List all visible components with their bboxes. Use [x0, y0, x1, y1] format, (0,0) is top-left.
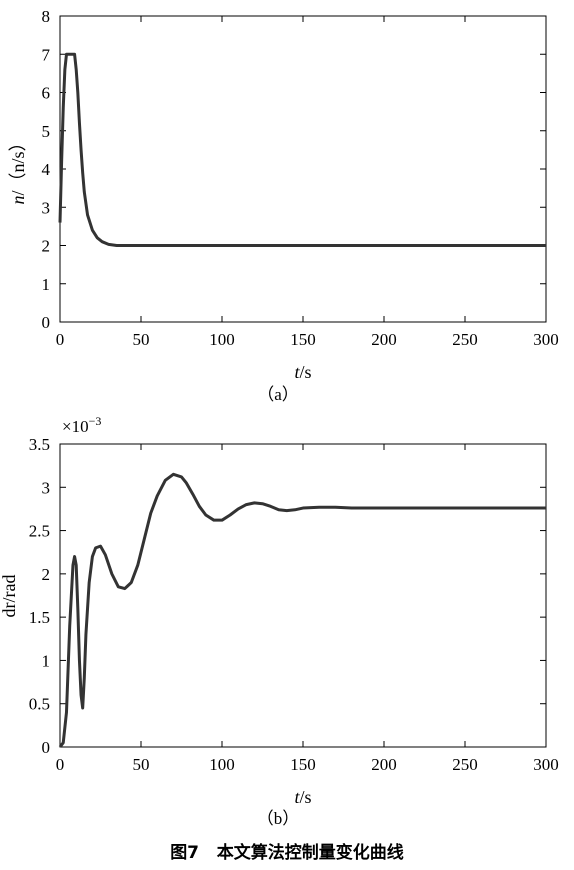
- chart-a-y-tick-label-0: 0: [42, 313, 51, 332]
- chart-b-y-tick-label-6: 3: [42, 478, 51, 497]
- chart-b-panel-label: （b）: [257, 809, 300, 828]
- chart-b-y-tick-label-0: 0: [42, 738, 51, 757]
- chart-b-y-tick-label-5: 2.5: [29, 522, 50, 541]
- chart-a-x-tick-label-1: 50: [133, 330, 150, 349]
- chart-a-series-line: [58, 52, 546, 247]
- chart-b-x-tick-label-1: 50: [133, 755, 150, 774]
- chart-a-y-tick-label-5: 5: [42, 122, 51, 141]
- chart-b-x-tick-label-4: 200: [371, 755, 397, 774]
- chart-a-ticks: [59, 15, 547, 323]
- chart-a-y-tick-label-1: 1: [42, 275, 51, 294]
- chart-b-x-tick-label-0: 0: [56, 755, 65, 774]
- chart-b-y-tick-label-2: 1: [42, 651, 51, 670]
- chart-b-y-tick-label-4: 2: [42, 565, 51, 584]
- chart-b-y-tick-labels: 0 0.5 1 1.5 2 2.5 3 3.5: [29, 435, 50, 757]
- chart-b: 0 0.5 1 1.5 2 2.5 3 3.5 0 50 100 150 200 250 300 ×10−…: [0, 414, 559, 828]
- chart-b-plot-frame: [59, 443, 547, 748]
- chart-b-y-axis-label: dr/rad: [0, 575, 19, 618]
- chart-b-x-tick-label-6: 300: [533, 755, 559, 774]
- chart-a-x-tick-labels: 0 50 100 150 200 250 300: [56, 330, 559, 349]
- chart-b-x-axis-label: t/s: [294, 787, 311, 807]
- chart-a-y-tick-label-6: 6: [42, 84, 51, 103]
- chart-a: 0 1 2 3 4 5 6 7 8 0 50 100 150 200 250 300 t/s n/（n/s）…: [8, 7, 559, 404]
- chart-a-panel-label: （a）: [257, 385, 299, 404]
- chart-b-y-tick-label-3: 1.5: [29, 608, 50, 627]
- chart-b-series-line: [58, 472, 546, 748]
- figure-title: 本文算法控制量变化曲线: [216, 843, 404, 863]
- chart-a-y-tick-label-7: 7: [42, 45, 51, 64]
- chart-a-x-tick-label-2: 100: [209, 330, 235, 349]
- chart-b-x-tick-labels: 0 50 100 150 200 250 300: [56, 755, 559, 774]
- chart-a-y-axis-label: n/（n/s）: [8, 133, 28, 204]
- figure-number: 图7: [170, 843, 200, 863]
- chart-a-x-tick-label-6: 300: [533, 330, 559, 349]
- chart-a-y-tick-label-4: 4: [42, 160, 51, 179]
- chart-a-x-tick-label-4: 200: [371, 330, 397, 349]
- chart-b-scale-factor: ×10−3: [62, 414, 101, 436]
- figure-caption: 图7 本文算法控制量变化曲线: [0, 838, 574, 863]
- chart-a-plot-frame: [59, 15, 547, 323]
- chart-b-y-tick-label-7: 3.5: [29, 435, 50, 454]
- chart-a-y-tick-label-3: 3: [42, 198, 51, 217]
- chart-b-x-tick-label-2: 100: [209, 755, 235, 774]
- chart-a-y-tick-labels: 0 1 2 3 4 5 6 7 8: [42, 7, 51, 332]
- chart-a-x-tick-label-5: 250: [452, 330, 478, 349]
- chart-b-ticks: [59, 443, 547, 748]
- chart-a-y-tick-label-2: 2: [42, 237, 51, 256]
- chart-a-x-tick-label-0: 0: [56, 330, 65, 349]
- chart-a-x-tick-label-3: 150: [290, 330, 316, 349]
- chart-b-x-tick-label-3: 150: [290, 755, 316, 774]
- chart-b-x-tick-label-5: 250: [452, 755, 478, 774]
- chart-a-y-tick-label-8: 8: [42, 7, 51, 26]
- chart-a-x-axis-label: t/s: [294, 362, 311, 382]
- chart-b-y-tick-label-1: 0.5: [29, 695, 50, 714]
